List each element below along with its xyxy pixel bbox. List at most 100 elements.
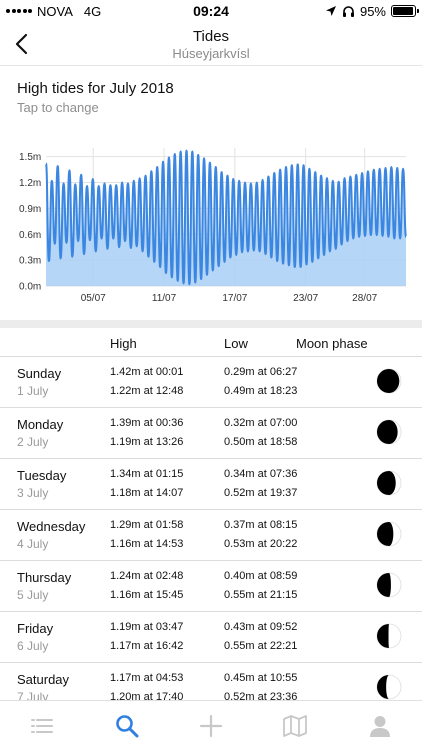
map-icon — [283, 714, 308, 737]
table-row[interactable]: Thursday 5 July 1.24m at 02:48 1.16m at … — [0, 560, 422, 611]
tide-table: Sunday 1 July 1.42m at 00:01 1.22m at 12… — [0, 356, 422, 713]
moon-phase-icon — [376, 623, 402, 649]
network-type: 4G — [83, 3, 102, 19]
row-low-2: 0.49m at 18:23 — [224, 385, 298, 397]
moon-shadow — [377, 420, 398, 444]
chart-change-hint[interactable]: Tap to change — [17, 100, 99, 115]
tab-profile[interactable] — [338, 701, 422, 750]
x-tick-label: 17/07 — [222, 293, 247, 304]
row-low-1: 0.37m at 08:15 — [224, 519, 298, 531]
battery-percent: 95% — [359, 3, 386, 19]
row-high-2: 1.18m at 14:07 — [110, 487, 184, 499]
row-high-2: 1.22m at 12:48 — [110, 385, 184, 397]
signal-dots-icon — [6, 9, 32, 13]
row-day: Monday — [17, 417, 64, 432]
y-tick-label: 0.6m — [19, 230, 41, 241]
row-high-1: 1.34m at 01:15 — [110, 468, 184, 480]
section-divider — [0, 320, 422, 328]
row-low-2: 0.52m at 19:37 — [224, 487, 298, 499]
y-tick-label: 0.9m — [19, 204, 41, 215]
location-subtitle: Húseyjarkvísl — [172, 46, 250, 61]
table-row[interactable]: Friday 6 July 1.19m at 03:47 1.17m at 16… — [0, 611, 422, 662]
row-date: 1 July — [17, 384, 49, 398]
moon-phase-icon — [376, 674, 402, 700]
table-row[interactable]: Monday 2 July 1.39m at 00:36 1.19m at 13… — [0, 407, 422, 458]
row-day: Sunday — [17, 366, 62, 381]
x-tick-label: 11/07 — [152, 293, 177, 304]
header-low: Low — [224, 336, 248, 351]
table-row[interactable]: Wednesday 4 July 1.29m at 01:58 1.16m at… — [0, 509, 422, 560]
row-high-1: 1.29m at 01:58 — [110, 519, 184, 531]
row-high-2: 1.16m at 15:45 — [110, 589, 184, 601]
moon-shadow — [377, 369, 400, 393]
y-tick-label: 0.0m — [19, 282, 41, 293]
row-date: 2 July — [17, 435, 49, 449]
row-low-2: 0.50m at 18:58 — [224, 436, 298, 448]
row-high-1: 1.42m at 00:01 — [110, 366, 184, 378]
moon-phase-icon — [376, 572, 402, 598]
row-day: Wednesday — [17, 519, 86, 534]
x-tick-label: 05/07 — [81, 293, 106, 304]
row-high-2: 1.19m at 13:26 — [110, 436, 184, 448]
nav-bar: Tides Húseyjarkvísl — [0, 22, 422, 66]
chart-header[interactable]: High tides for July 2018 Tap to change — [17, 80, 174, 115]
y-tick-label: 1.5m — [19, 152, 41, 163]
status-left: NOVA 4G — [6, 4, 101, 19]
row-high-1: 1.39m at 00:36 — [110, 417, 184, 429]
y-tick-label: 0.3m — [19, 256, 41, 267]
tab-bar — [0, 700, 422, 750]
list-icon — [31, 718, 54, 733]
row-low-2: 0.53m at 20:22 — [224, 538, 298, 550]
row-high-1: 1.19m at 03:47 — [110, 621, 184, 633]
row-low-2: 0.55m at 21:15 — [224, 589, 298, 601]
row-date: 5 July — [17, 588, 49, 602]
tab-list[interactable] — [0, 701, 84, 750]
row-day: Thursday — [17, 570, 72, 585]
status-right: 95% — [325, 3, 419, 19]
moon-phase-icon — [376, 419, 402, 445]
y-tick-label: 1.2m — [19, 178, 41, 189]
plus-icon — [199, 714, 223, 737]
battery-fill — [393, 7, 413, 15]
tab-map[interactable] — [253, 701, 337, 750]
row-high-2: 1.16m at 14:53 — [110, 538, 184, 550]
page-title: Tides — [192, 28, 230, 45]
x-tick-label: 28/07 — [352, 293, 377, 304]
table-row[interactable]: Tuesday 3 July 1.34m at 01:15 1.18m at 1… — [0, 458, 422, 509]
table-row[interactable]: Sunday 1 July 1.42m at 00:01 1.22m at 12… — [0, 356, 422, 407]
row-high-1: 1.17m at 04:53 — [110, 672, 184, 684]
row-low-1: 0.29m at 06:27 — [224, 366, 298, 378]
location-arrow-icon — [325, 6, 336, 16]
row-date: 6 July — [17, 639, 49, 653]
status-bar: NOVA 4G 09:24 95% — [0, 0, 422, 22]
moon-shadow — [377, 522, 394, 546]
moon-phase-icon — [376, 368, 402, 394]
chevron-left-icon[interactable] — [10, 30, 36, 58]
headphones-icon — [342, 5, 354, 17]
row-date: 3 July — [17, 486, 49, 500]
table-header: High Low Moon phase — [0, 333, 422, 355]
row-high-1: 1.24m at 02:48 — [110, 570, 184, 582]
row-low-1: 0.40m at 08:59 — [224, 570, 298, 582]
moon-shadow — [377, 573, 391, 597]
x-tick-label: 23/07 — [293, 293, 318, 304]
header-high: High — [110, 336, 137, 351]
row-low-1: 0.34m at 07:36 — [224, 468, 298, 480]
battery-icon — [391, 5, 419, 17]
tab-search[interactable] — [84, 701, 168, 750]
carrier-name: NOVA — [37, 3, 73, 19]
moon-phase-icon — [376, 470, 402, 496]
row-low-2: 0.55m at 22:21 — [224, 640, 298, 652]
moon-shadow — [377, 675, 389, 699]
row-day: Saturday — [17, 672, 70, 687]
row-day: Tuesday — [17, 468, 67, 483]
chart-title[interactable]: High tides for July 2018 — [17, 80, 174, 97]
tab-add[interactable] — [169, 701, 253, 750]
row-day: Friday — [17, 621, 54, 636]
tide-series-line — [45, 149, 407, 286]
moon-shadow — [377, 624, 389, 648]
header-moon-phase: Moon phase — [296, 336, 368, 351]
row-date: 4 July — [17, 537, 49, 551]
tide-chart[interactable]: 0.0m 0.3m 0.6m 0.9m 1.2m 1.5m 05/07 11/07 17/07 2… — [0, 140, 422, 310]
